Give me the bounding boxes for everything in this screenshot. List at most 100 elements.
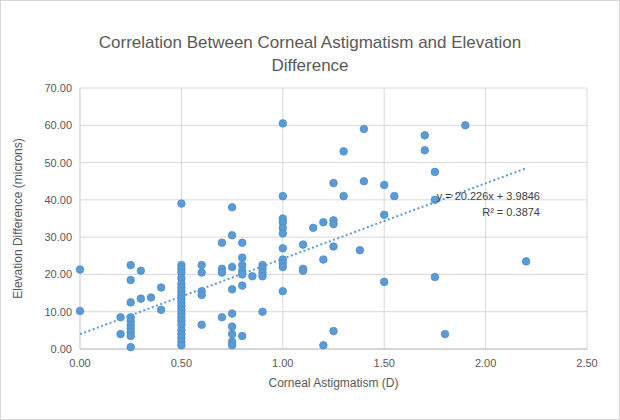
scatter-point [340,148,348,156]
scatter-point [360,125,368,133]
scatter-point [279,120,287,128]
scatter-point [279,230,287,238]
scatter-point [127,276,135,284]
scatter-point [391,192,399,200]
chart: Correlation Between Corneal Astigmatism … [0,0,620,420]
scatter-point [380,181,388,189]
scatter-point [522,258,530,266]
scatter-point [228,263,236,271]
y-grid-line [80,349,587,350]
scatter-point [238,332,246,340]
scatter-point [360,177,368,185]
scatter-point [238,282,246,290]
scatter-point [228,204,236,212]
title: Correlation Between Corneal Astigmatism … [99,33,521,75]
scatter-point [137,267,145,275]
scatter-point [330,327,338,335]
scatter-point [279,263,287,271]
y-tick-label: 0.00 [51,343,72,355]
scatter-point [198,269,206,277]
scatter-point [421,146,429,154]
scatter-point [279,192,287,200]
y-tick-label: 10.00 [44,306,72,318]
x-grid-line [485,88,486,349]
scatter-point [198,291,206,299]
scatter-point [320,256,328,264]
y-tick-label: 70.00 [44,82,72,94]
y-grid-line [80,274,587,275]
scatter-point [356,246,364,254]
scatter-point [330,243,338,251]
scatter-point [178,200,186,208]
y-tick-label: 40.00 [44,194,72,206]
y-tick-label: 60.00 [44,119,72,131]
scatter-point [238,239,246,247]
x-tick-label: 2.00 [475,357,496,369]
scatter-point [279,287,287,295]
scatter-point [320,218,328,226]
scatter-point [299,267,307,275]
scatter-point [178,341,186,349]
scatter-point [309,224,317,232]
scatter-point [198,321,206,329]
scatter-point [147,294,155,302]
scatter-point [117,330,125,338]
x-tick-label: 0.00 [69,357,90,369]
scatter-point [127,261,135,269]
scatter-point [76,266,84,274]
scatter-point [228,330,236,338]
scatter-point [238,254,246,262]
scatter-point [127,343,135,351]
plot-area [76,120,530,351]
scatter-point [431,168,439,176]
scatter-point [127,332,135,340]
scatter-point [228,323,236,331]
scatter-point [431,273,439,281]
scatter-point [279,245,287,253]
grid [80,88,587,349]
y-grid-line [80,88,587,89]
scatter-point [157,284,165,292]
y-grid-line [80,237,587,238]
scatter-point [218,239,226,247]
y-grid-line [80,311,587,312]
scatter-point [228,341,236,349]
scatter-point [228,286,236,294]
x-axis-line [80,349,587,350]
x-tick-label: 0.50 [171,357,192,369]
x-tick-label: 1.50 [373,357,394,369]
x-tick-label: 1.00 [272,357,293,369]
annotation: y = 20.226x + 3.9846 [437,190,540,202]
y-tick-label: 20.00 [44,268,72,280]
annotation: R² = 0.3874 [482,206,540,218]
x-grid-line [587,88,588,349]
scatter-point [218,269,226,277]
x-axis-title: Corneal Astigmatism (D) [268,376,398,390]
scatter-point [157,306,165,314]
y-axis-title: Elevation Difference (microns) [11,138,25,299]
scatter-point [330,179,338,187]
x-tick-label: 2.50 [576,357,597,369]
scatter-point [441,330,449,338]
chart-border [1,1,620,420]
scatter-point [380,211,388,219]
scatter-point [228,231,236,239]
scatter-point [380,278,388,286]
scatter-point [249,272,257,280]
scatter-point [228,310,236,318]
scatter-point [198,261,206,269]
scatter-point [76,307,84,315]
scatter-point [340,192,348,200]
scatter-point [320,341,328,349]
y-grid-line [80,162,587,163]
scatter-point [259,272,267,280]
y-grid-line [80,125,587,126]
scatter-point [421,132,429,140]
scatter-point [299,241,307,249]
y-tick-label: 30.00 [44,231,72,243]
scatter-point [137,295,145,303]
scatter-point [462,121,470,129]
scatter-point [259,308,267,316]
scatter-point [330,220,338,228]
scatter-point [127,299,135,307]
